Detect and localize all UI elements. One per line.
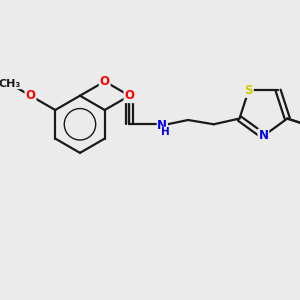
Text: S: S xyxy=(244,84,253,97)
Text: H: H xyxy=(161,127,170,137)
Text: N: N xyxy=(258,129,268,142)
Text: O: O xyxy=(26,89,35,102)
Text: O: O xyxy=(124,89,134,102)
Text: N: N xyxy=(157,119,167,132)
Text: CH₃: CH₃ xyxy=(0,79,21,88)
Text: O: O xyxy=(100,75,110,88)
